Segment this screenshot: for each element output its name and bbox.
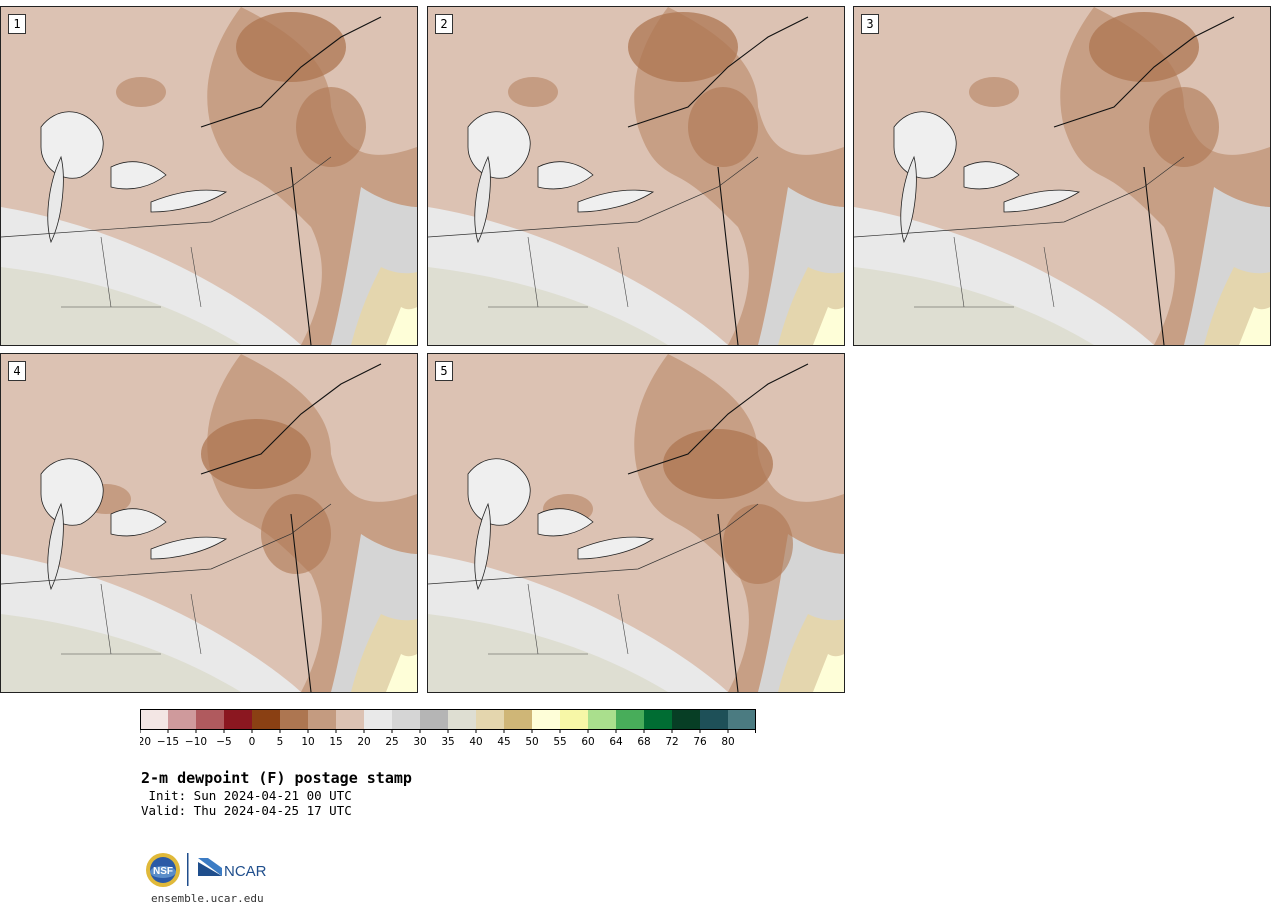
map-panel-5: 5 <box>427 353 845 693</box>
colorbar-swatch <box>364 710 393 729</box>
colorbar-tick-label: 50 <box>525 736 538 748</box>
colorbar-tick-label: 0 <box>249 736 256 748</box>
colorbar-tick-label: 80 <box>721 736 734 748</box>
colorbar-tick-label: 45 <box>497 736 510 748</box>
panel-number: 1 <box>8 14 26 34</box>
valid-time: Valid: Thu 2024-04-25 17 UTC <box>141 803 352 818</box>
colorbar-swatch <box>252 710 281 729</box>
map-panel-3: 3 <box>853 6 1271 346</box>
colorbar-swatch <box>588 710 617 729</box>
map-panel-2-fields <box>428 7 844 345</box>
colorbar-tick-label: −15 <box>157 736 179 748</box>
init-time: Init: Sun 2024-04-21 00 UTC <box>141 788 352 803</box>
colorbar-tick-label: 68 <box>637 736 650 748</box>
colorbar-swatch <box>532 710 561 729</box>
map-panel-4-fields <box>1 354 417 692</box>
colorbar-tick-label: 15 <box>329 736 342 748</box>
panel-number: 3 <box>861 14 879 34</box>
colorbar-swatch <box>196 710 225 729</box>
svg-text:NSF: NSF <box>153 866 173 877</box>
colorbar-swatch <box>308 710 337 729</box>
panel-number: 2 <box>435 14 453 34</box>
colorbar-swatch <box>700 710 729 729</box>
colorbar-tick-label: 5 <box>277 736 284 748</box>
map-panel-1-fields <box>1 7 417 345</box>
ncar-logo: NCAR <box>198 858 267 880</box>
colorbar-swatch <box>392 710 421 729</box>
map-panel-1: 1 <box>0 6 418 346</box>
panel-number: 5 <box>435 361 453 381</box>
logos: NSF NCAR <box>146 853 267 887</box>
colorbar-tick-label: 72 <box>665 736 678 748</box>
colorbar-swatch <box>168 710 197 729</box>
panel-number: 4 <box>8 361 26 381</box>
colorbar-swatch <box>728 710 756 729</box>
plot-title: 2-m dewpoint (F) postage stamp <box>141 769 412 787</box>
map-panel-5-fields <box>428 354 844 692</box>
colorbar-swatch <box>672 710 701 729</box>
colorbar-tick-label: 20 <box>357 736 370 748</box>
colorbar-swatch <box>420 710 449 729</box>
colorbar-tick-label: 40 <box>469 736 482 748</box>
title-block: 2-m dewpoint (F) postage stamp Init: Sun… <box>141 768 412 818</box>
colorbar-swatch <box>644 710 673 729</box>
colorbar-swatch <box>476 710 505 729</box>
colorbar-tick-label: 10 <box>301 736 314 748</box>
colorbar-swatch <box>224 710 253 729</box>
colorbar-tick-label: 55 <box>553 736 566 748</box>
colorbar-tick-label: 76 <box>693 736 707 748</box>
colorbar-tick-label: −20 <box>140 736 151 748</box>
colorbar-tick-label: −10 <box>185 736 207 748</box>
colorbar-tick-label: 35 <box>441 736 454 748</box>
colorbar-tick-label: 30 <box>413 736 426 748</box>
colorbar-tick-label: −5 <box>216 736 231 748</box>
colorbar: −20 −15 −10 −5 0 5 10 15 20 25 30 35 40 45 50 55 60 64 68 7… <box>140 709 756 748</box>
colorbar-swatch <box>336 710 365 729</box>
colorbar-tick-label: 25 <box>385 736 398 748</box>
colorbar-swatch <box>504 710 533 729</box>
colorbar-swatch <box>280 710 309 729</box>
map-panel-2: 2 <box>427 6 845 346</box>
colorbar-swatch <box>616 710 645 729</box>
website-url: ensemble.ucar.edu <box>151 892 264 905</box>
colorbar-swatch <box>448 710 477 729</box>
colorbar-tick-label: 60 <box>581 736 594 748</box>
map-panel-3-fields <box>854 7 1270 345</box>
colorbar-tick-label: 64 <box>609 736 623 748</box>
colorbar-swatch <box>140 710 169 729</box>
svg-text:NCAR: NCAR <box>224 863 267 880</box>
colorbar-swatch <box>560 710 589 729</box>
nsf-logo: NSF <box>146 853 180 887</box>
map-panel-4: 4 <box>0 353 418 693</box>
